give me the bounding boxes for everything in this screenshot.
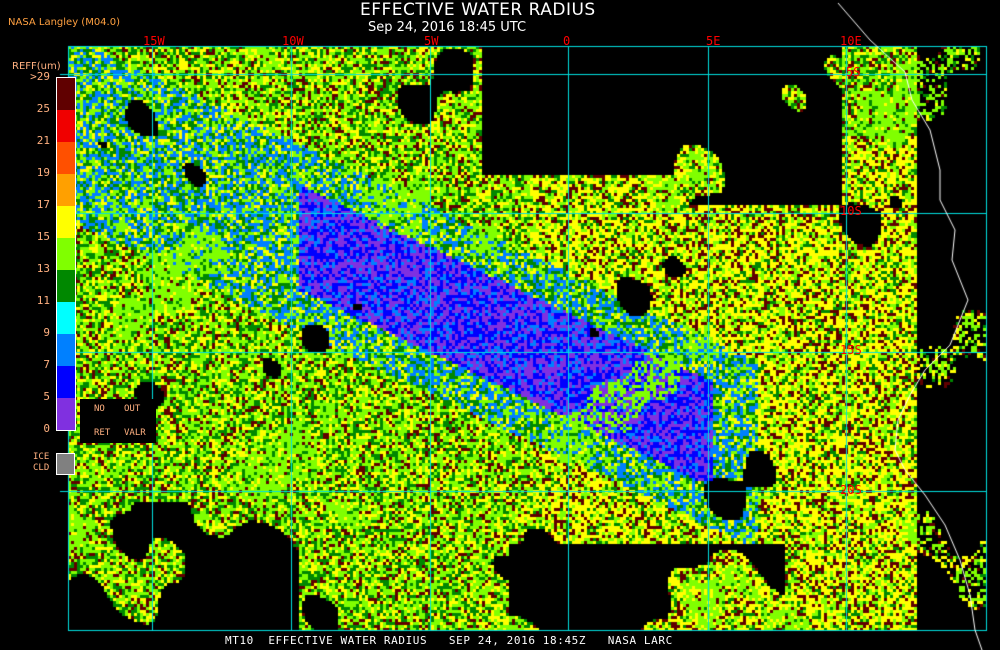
credit-label: NASA Langley (M04.0): [8, 17, 120, 28]
lon-label-5w: 5W: [424, 34, 439, 48]
legend-swatch: [57, 174, 75, 206]
legend-tick-label: 11: [36, 294, 50, 307]
legend-tick-label: 13: [36, 262, 50, 275]
lat-label-10s: 10S: [840, 204, 862, 218]
legend-tick-label: 5: [43, 390, 50, 403]
ret-label: RET: [94, 428, 111, 438]
out-label: OUT: [124, 404, 141, 414]
legend-swatch: [57, 238, 75, 270]
legend-swatch: [57, 398, 75, 430]
legend-title: REFF(um): [12, 61, 61, 72]
legend-swatch: [57, 78, 75, 110]
legend-tick-label: 25: [36, 102, 50, 115]
legend-tick-label: 15: [36, 230, 50, 243]
legend-tick-label: 21: [36, 134, 50, 147]
lat-label-20s: 20S: [840, 483, 862, 497]
footer-caption: MT10 EFFECTIVE WATER RADIUS SEP 24, 2016…: [225, 634, 673, 647]
legend-swatch: [57, 302, 75, 334]
lon-label-15w: 15W: [143, 34, 165, 48]
map-title: EFFECTIVE WATER RADIUS: [360, 0, 596, 20]
legend-colorbar: [56, 77, 76, 431]
no-retrieval-legend: NO OUT RET VALR: [80, 399, 156, 443]
lon-label-10e: 10E: [840, 34, 862, 48]
legend-swatch: [57, 206, 75, 238]
lon-label-0: 0: [563, 34, 571, 48]
map-timestamp: Sep 24, 2016 18:45 UTC: [368, 20, 527, 35]
legend-tick-label: 0: [43, 422, 50, 435]
legend-swatch: [57, 334, 75, 366]
legend-tick-label: 7: [43, 358, 50, 371]
ice-cloud-swatch: [56, 453, 75, 475]
valr-label: VALR: [124, 428, 146, 438]
legend-tick-label: 19: [36, 166, 50, 179]
lat-label-15s: 15S: [840, 343, 862, 357]
lon-label-10w: 10W: [282, 34, 304, 48]
legend-swatch: [57, 142, 75, 174]
legend-tick-label: >29: [30, 70, 50, 83]
legend-tick-label: 17: [36, 198, 50, 211]
legend-swatch: [57, 110, 75, 142]
lon-label-5e: 5E: [706, 34, 721, 48]
no-label: NO: [94, 404, 105, 414]
ice-label: ICE: [33, 452, 50, 462]
legend-swatch: [57, 366, 75, 398]
legend-swatch: [57, 270, 75, 302]
cld-label: CLD: [33, 463, 50, 473]
legend-tick-label: 9: [43, 326, 50, 339]
lat-label-5s: 5S: [846, 65, 861, 79]
